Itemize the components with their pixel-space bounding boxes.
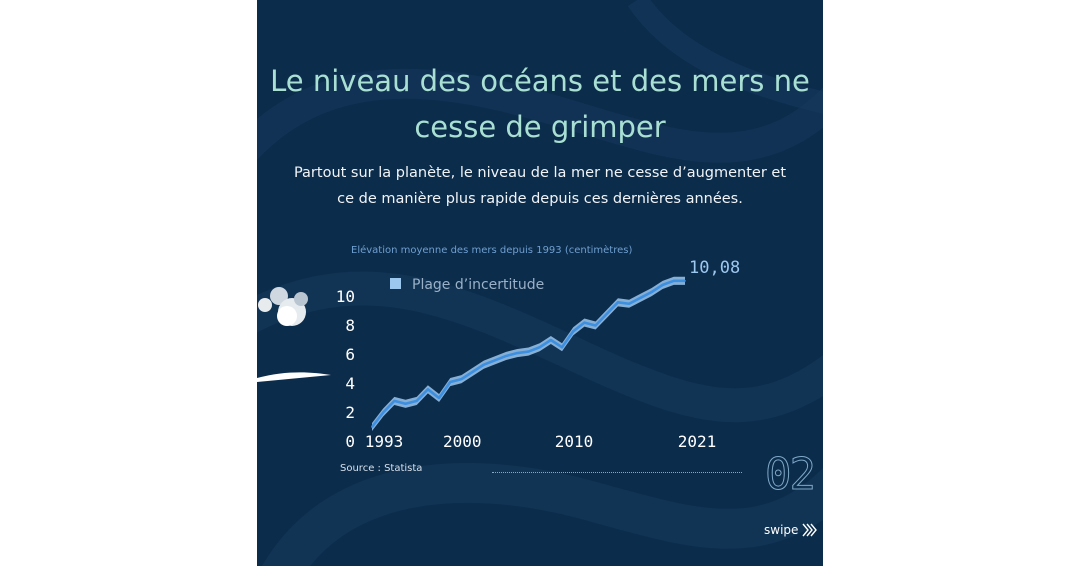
y-tick-label: 0 (345, 432, 355, 451)
source-note: Source : Statista (340, 463, 423, 474)
background-waves (257, 0, 823, 566)
data-point (583, 321, 586, 324)
data-point (684, 279, 686, 282)
data-point (538, 346, 541, 349)
chart-title: Elévation moyenne des mers depuis 1993 (… (351, 244, 632, 256)
data-point (594, 324, 597, 327)
chevron-right-double-icon[interactable] (801, 522, 817, 538)
end-value-label: 10,08 (689, 258, 740, 278)
data-point (482, 363, 485, 366)
background-wave (627, 0, 823, 114)
data-point (639, 297, 642, 299)
data-point (561, 346, 563, 349)
y-tick-label: 6 (345, 345, 355, 364)
data-point (650, 291, 653, 294)
data-point (460, 378, 463, 381)
x-tick-label: 2010 (555, 432, 594, 451)
x-tick-label: 2000 (443, 432, 482, 451)
data-point (382, 411, 385, 414)
x-tick-label: 1993 (365, 432, 404, 451)
data-point (672, 279, 675, 282)
data-point (426, 388, 429, 391)
y-tick-label: 2 (345, 403, 355, 422)
series-layer (370, 276, 686, 432)
data-point (438, 397, 440, 399)
data-point (494, 359, 496, 362)
legend-swatch (390, 278, 401, 289)
x-tick-label: 2021 (678, 432, 717, 451)
slide-title: Le niveau des océans et des mers ne cess… (270, 64, 810, 144)
decorative-cloud-icon (257, 287, 331, 382)
data-point (617, 301, 619, 304)
background-wave (262, 462, 823, 566)
data-point (549, 339, 552, 341)
data-point (516, 352, 519, 354)
data-point (415, 400, 418, 402)
data-point (449, 381, 452, 383)
data-point (628, 302, 631, 305)
data-point (404, 402, 407, 405)
swipe-label[interactable]: swipe (764, 523, 799, 537)
data-point (371, 426, 373, 428)
page-number: 02 (765, 449, 817, 501)
background-wave (257, 271, 823, 423)
data-point (605, 313, 608, 315)
legend-label: Plage d’incertitude (412, 277, 544, 293)
slide-card: Le niveau des océans et des mers ne cess… (257, 0, 823, 566)
x-axis: 1993 2000 2010 2021 (365, 432, 717, 451)
data-point (393, 400, 396, 402)
sea-level-chart: Elévation moyenne des mers depuis 1993 (… (257, 244, 740, 451)
data-point (471, 371, 474, 373)
data-point (572, 330, 575, 333)
y-tick-label: 8 (345, 316, 355, 335)
dotted-divider (492, 472, 742, 473)
data-point (527, 350, 530, 353)
y-tick-label: 4 (345, 374, 355, 393)
y-axis: 0 2 4 6 8 10 (336, 287, 355, 451)
data-point (661, 284, 664, 286)
slide-subtitle: Partout sur la planète, le niveau de la … (293, 165, 787, 207)
background-wave (257, 68, 823, 163)
y-tick-label: 10 (336, 287, 355, 306)
data-point (505, 355, 508, 357)
